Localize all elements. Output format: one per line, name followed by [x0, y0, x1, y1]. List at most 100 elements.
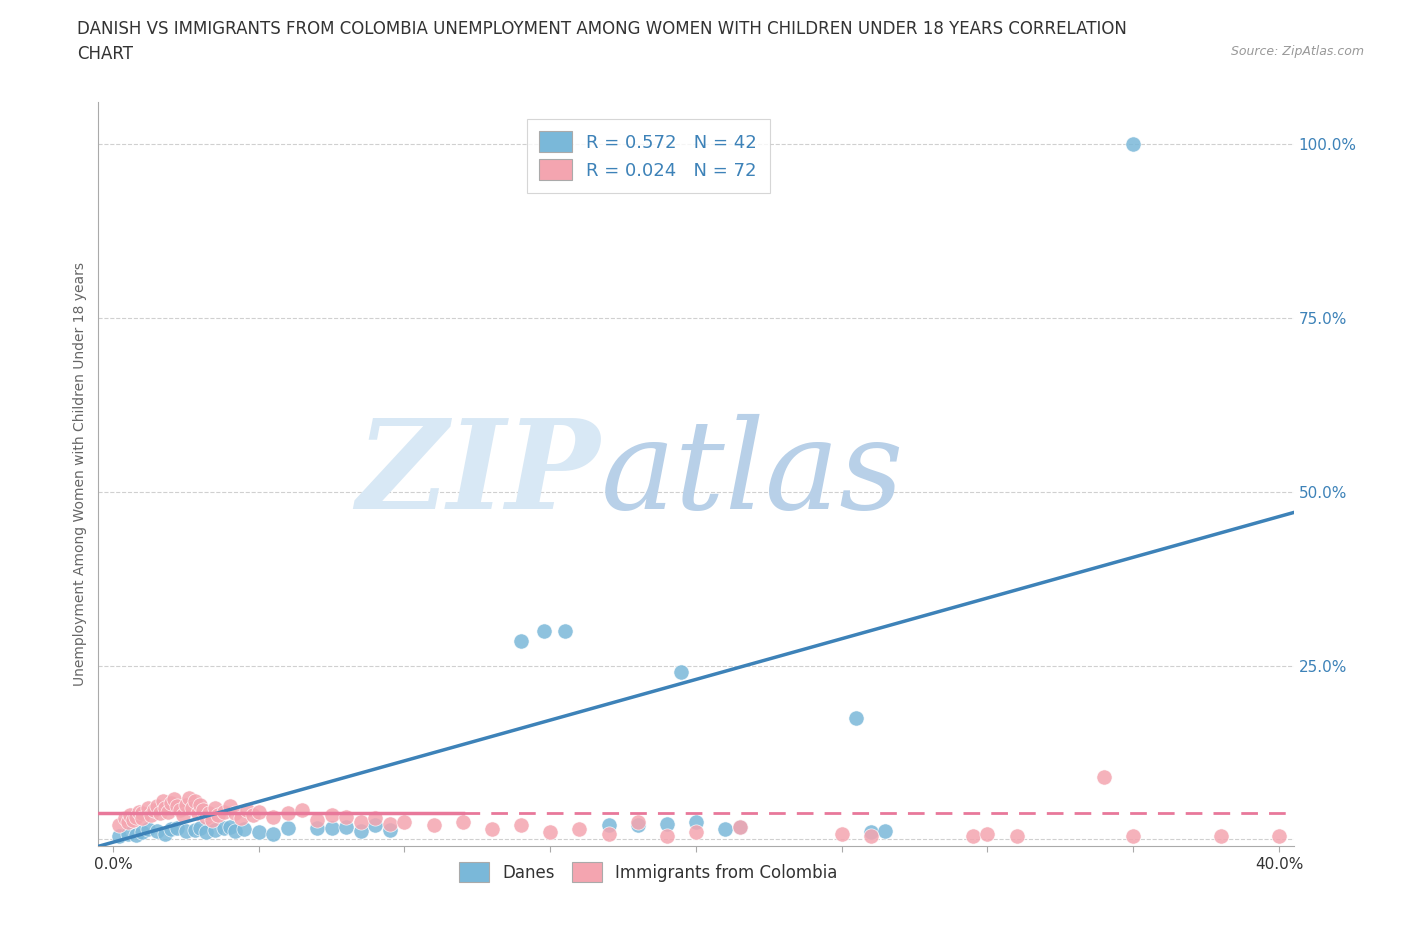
- Y-axis label: Unemployment Among Women with Children Under 18 years: Unemployment Among Women with Children U…: [73, 262, 87, 686]
- Point: [859, 825, 882, 840]
- Point: [350, 824, 373, 839]
- Point: [875, 824, 897, 839]
- Point: [218, 819, 240, 834]
- Point: [568, 821, 591, 836]
- Point: [131, 805, 153, 820]
- Point: [962, 829, 984, 844]
- Point: [242, 807, 264, 822]
- Point: [231, 811, 253, 826]
- Point: [247, 825, 270, 840]
- Point: [120, 807, 142, 822]
- Point: [160, 821, 183, 836]
- Text: DANISH VS IMMIGRANTS FROM COLOMBIA UNEMPLOYMENT AMONG WOMEN WITH CHILDREN UNDER : DANISH VS IMMIGRANTS FROM COLOMBIA UNEMP…: [77, 20, 1128, 38]
- Point: [247, 804, 270, 819]
- Point: [169, 803, 191, 817]
- Point: [598, 818, 620, 833]
- Point: [145, 824, 167, 839]
- Point: [510, 818, 533, 833]
- Point: [831, 827, 853, 842]
- Point: [728, 819, 751, 834]
- Point: [183, 793, 205, 808]
- Point: [163, 791, 186, 806]
- Point: [174, 797, 197, 812]
- Point: [394, 815, 416, 830]
- Point: [108, 829, 131, 844]
- Point: [125, 828, 148, 843]
- Point: [166, 799, 188, 814]
- Point: [212, 821, 235, 836]
- Point: [538, 825, 561, 840]
- Point: [114, 811, 136, 826]
- Point: [1092, 769, 1115, 784]
- Point: [378, 817, 401, 831]
- Point: [598, 827, 620, 842]
- Point: [157, 804, 180, 819]
- Point: [117, 815, 139, 830]
- Point: [193, 803, 215, 817]
- Point: [422, 818, 444, 833]
- Point: [277, 805, 299, 820]
- Point: [277, 821, 299, 836]
- Point: [224, 824, 246, 839]
- Point: [233, 821, 256, 836]
- Point: [128, 804, 150, 819]
- Point: [224, 805, 246, 820]
- Point: [108, 818, 131, 833]
- Point: [451, 815, 474, 830]
- Point: [976, 827, 998, 842]
- Point: [122, 813, 145, 828]
- Point: [728, 819, 751, 834]
- Point: [152, 793, 174, 808]
- Point: [627, 818, 650, 833]
- Point: [195, 825, 218, 840]
- Point: [481, 821, 503, 836]
- Point: [145, 799, 167, 814]
- Point: [139, 807, 162, 822]
- Point: [155, 827, 177, 842]
- Text: ZIP: ZIP: [357, 414, 600, 535]
- Point: [859, 829, 882, 844]
- Point: [136, 821, 159, 836]
- Point: [172, 807, 194, 822]
- Point: [117, 827, 139, 842]
- Point: [655, 829, 678, 844]
- Point: [364, 811, 387, 826]
- Point: [335, 810, 357, 825]
- Point: [212, 804, 235, 819]
- Point: [186, 805, 208, 820]
- Point: [627, 815, 650, 830]
- Point: [125, 810, 148, 825]
- Point: [131, 825, 153, 840]
- Point: [177, 790, 200, 805]
- Point: [262, 810, 284, 825]
- Point: [321, 807, 343, 822]
- Point: [335, 819, 357, 834]
- Point: [845, 711, 868, 725]
- Point: [533, 623, 555, 638]
- Point: [262, 827, 284, 842]
- Legend: Danes, Immigrants from Colombia: Danes, Immigrants from Colombia: [451, 854, 845, 890]
- Point: [655, 817, 678, 831]
- Point: [685, 825, 707, 840]
- Point: [155, 801, 177, 816]
- Point: [198, 805, 221, 820]
- Text: CHART: CHART: [77, 45, 134, 62]
- Point: [321, 821, 343, 836]
- Point: [190, 821, 212, 836]
- Point: [204, 822, 226, 837]
- Point: [218, 799, 240, 814]
- Point: [183, 822, 205, 837]
- Point: [180, 801, 202, 816]
- Point: [378, 822, 401, 837]
- Point: [136, 801, 159, 816]
- Point: [1209, 829, 1232, 844]
- Point: [364, 818, 387, 833]
- Point: [671, 665, 693, 680]
- Point: [1122, 829, 1144, 844]
- Point: [160, 796, 183, 811]
- Point: [142, 803, 165, 817]
- Point: [204, 801, 226, 816]
- Point: [350, 815, 373, 830]
- Point: [166, 821, 188, 836]
- Point: [1005, 829, 1028, 844]
